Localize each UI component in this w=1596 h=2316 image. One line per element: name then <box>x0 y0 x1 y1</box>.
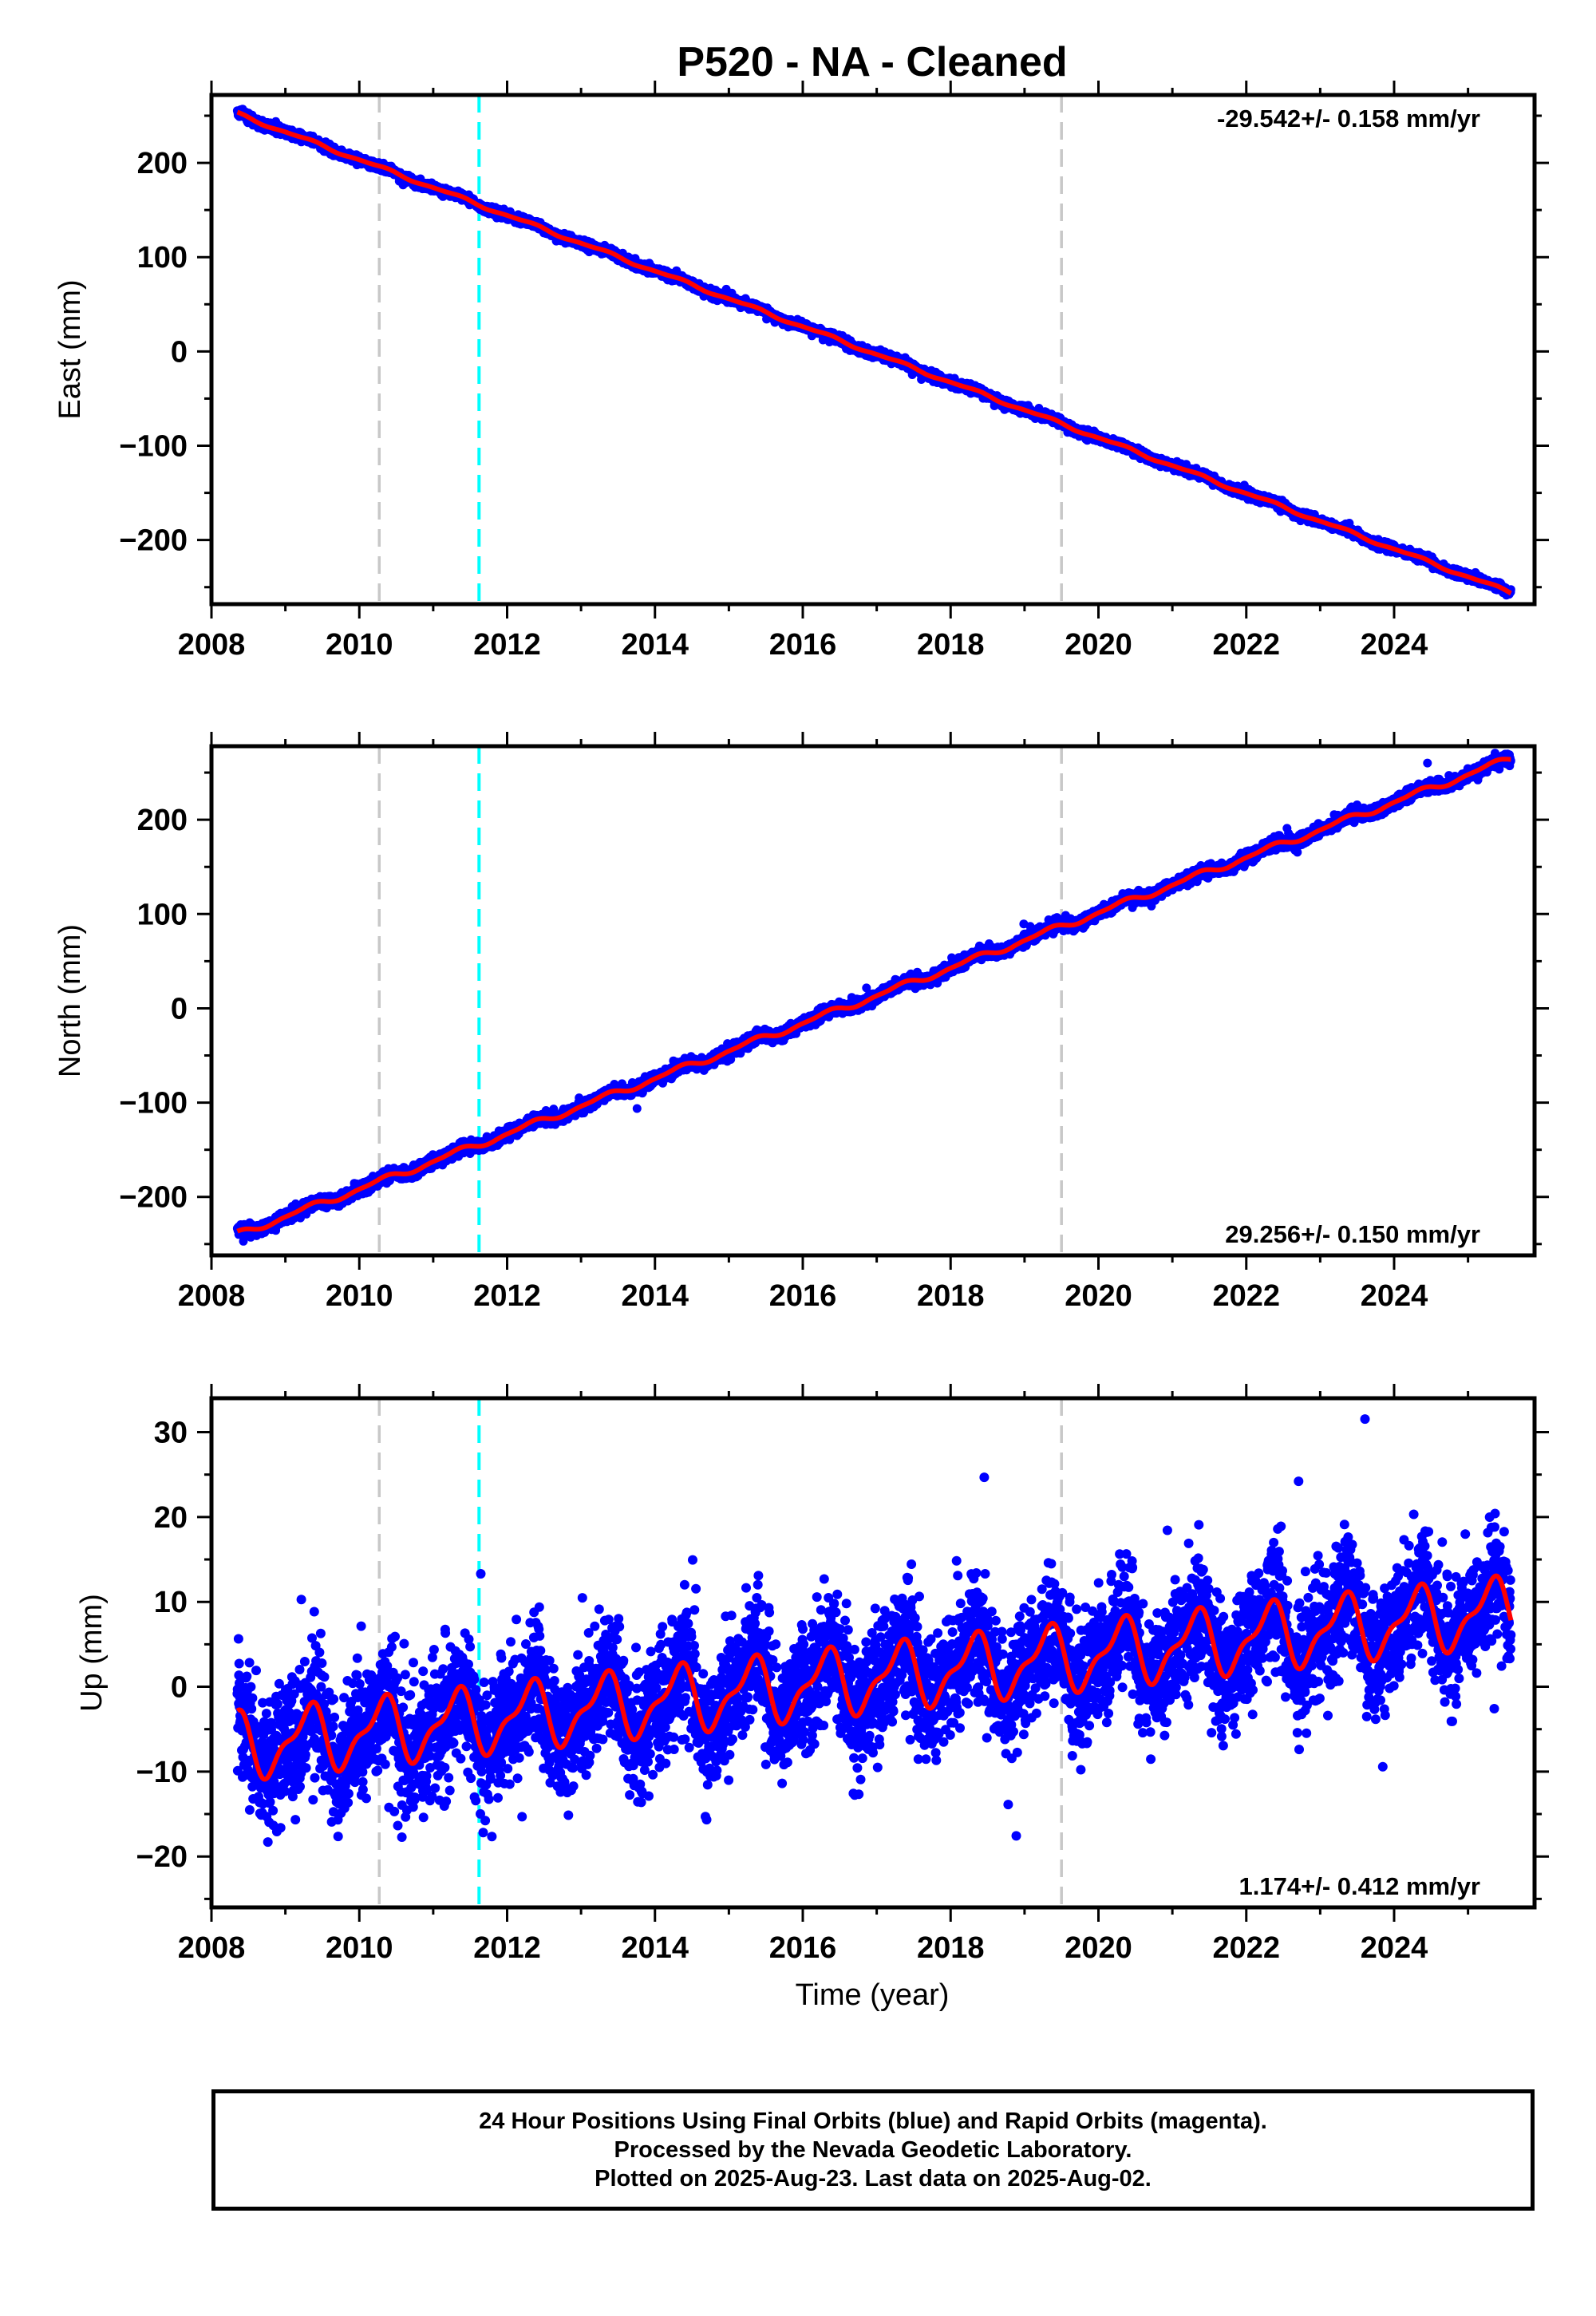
figure-title: P520 - NA - Cleaned <box>677 39 1067 85</box>
east-plot-area <box>232 95 1515 604</box>
panel-east: 2008 2010 2012 2014 2016 2018 2020 2022 20242001… <box>53 81 1549 662</box>
